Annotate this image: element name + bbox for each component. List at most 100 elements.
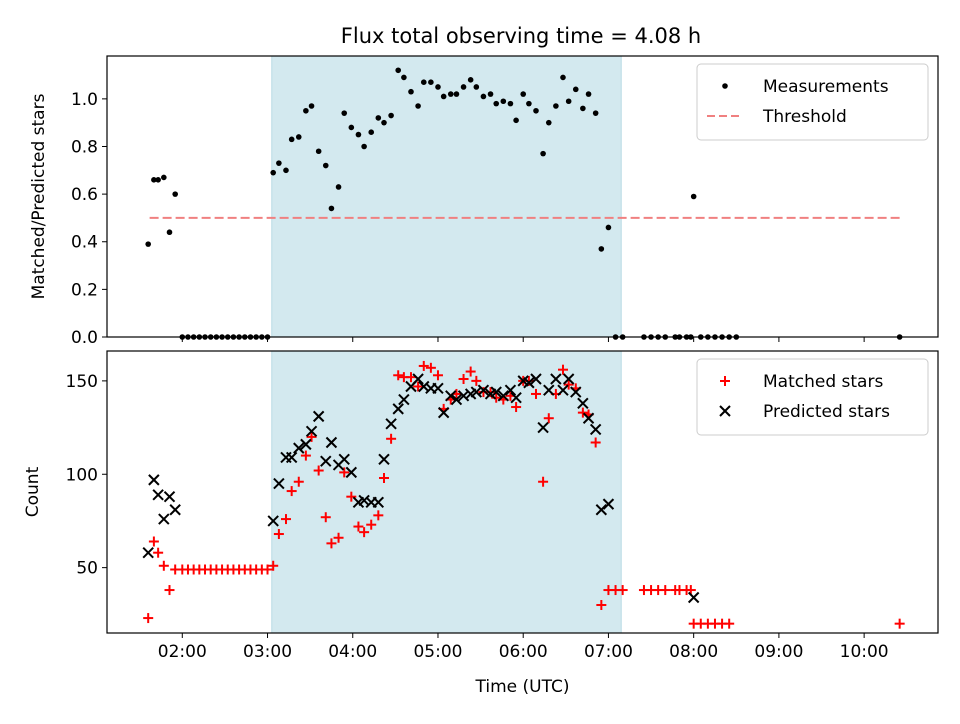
measurement-point: [560, 74, 566, 81]
measurement-point: [155, 177, 161, 183]
matched-star-point: [465, 366, 476, 377]
measurement-point: [288, 136, 295, 143]
predicted-star-point: [267, 515, 279, 527]
y-tick-label: 0.6: [71, 185, 98, 205]
matched-star-point: [386, 433, 397, 444]
measurement-point: [480, 93, 487, 100]
measurement-point: [172, 191, 178, 197]
x-tick-label: 10:00: [840, 642, 889, 662]
legend: Matched stars Predicted stars: [696, 358, 929, 436]
legend-label: Predicted stars: [763, 402, 890, 422]
predicted-star-point: [158, 513, 170, 525]
predicted-star-point: [550, 373, 562, 385]
matched-star-point: [538, 476, 549, 487]
measurement-point: [388, 112, 394, 119]
predicted-star-point: [392, 403, 404, 415]
measurement-point: [580, 105, 586, 112]
matched-star-point: [346, 491, 357, 502]
measurement-point: [513, 117, 519, 124]
predicted-star-point: [445, 390, 457, 402]
measurement-point: [415, 103, 421, 109]
predicted-star-point: [293, 442, 305, 454]
predicted-star-point: [437, 406, 450, 419]
measurement-point: [553, 103, 559, 109]
axes-frame: [106, 350, 939, 634]
measurement-point: [253, 334, 259, 340]
measurement-point: [619, 334, 626, 340]
x-axis-label: Time (UTC): [475, 677, 570, 697]
measurement-point: [473, 84, 480, 90]
measurement-point: [202, 334, 208, 340]
predicted-star-point: [557, 384, 569, 396]
measurement-point: [303, 107, 309, 114]
matched-star-point: [596, 599, 607, 610]
predicted-star-point: [582, 412, 595, 424]
predicted-star-point: [345, 466, 358, 479]
matched-star-point: [339, 467, 350, 478]
predicted-star-point: [470, 386, 483, 398]
measurement-point: [420, 79, 427, 85]
matched-star-point: [262, 564, 273, 575]
y-axis-label: Count: [23, 466, 43, 517]
matched-star-point: [577, 407, 588, 418]
predicted-star-point: [602, 498, 615, 510]
predicted-star-point: [398, 393, 410, 406]
top-panel: 0.0 0.2 0.4 0.6 0.8 1.0 Matched/Predicted star…: [29, 55, 939, 348]
predicted-star-point: [457, 390, 470, 402]
measurement-point: [230, 334, 237, 340]
measurement-point: [341, 110, 348, 116]
matched-star-point: [366, 519, 377, 530]
measurement-point: [315, 148, 322, 155]
matched-star-point: [894, 618, 905, 629]
measurement-point: [161, 174, 167, 181]
measurement-point: [207, 334, 214, 340]
measurement-point: [487, 91, 494, 97]
predicted-star-point: [687, 591, 700, 604]
measurement-point: [592, 110, 599, 116]
measurement-point: [236, 334, 242, 340]
predicted-star-point: [285, 451, 298, 464]
observing-interval-band: [271, 350, 622, 634]
measurement-point: [213, 334, 220, 340]
y-tick-label: 0.8: [71, 137, 98, 157]
predicted-star-point: [490, 386, 502, 398]
measurement-point: [428, 79, 434, 85]
predicted-star-point: [570, 386, 582, 398]
measurement-point: [662, 334, 669, 340]
predicted-star-point: [577, 397, 589, 409]
measurement-point: [572, 86, 579, 93]
x-tick-label: 09:00: [754, 642, 803, 662]
matched-star-point: [143, 613, 154, 624]
measurement-point: [361, 143, 367, 150]
measurement-point: [605, 224, 612, 231]
measurement-point: [690, 193, 697, 200]
measurement-point: [726, 334, 732, 340]
measurement-point: [672, 334, 679, 340]
matched-star-point: [557, 364, 568, 375]
matched-star-point: [373, 510, 384, 521]
measurement-point: [166, 229, 173, 236]
predicted-star-point: [497, 390, 510, 402]
measurement-point: [308, 103, 315, 109]
measurement-point: [295, 134, 302, 140]
measurement-point: [247, 334, 254, 340]
matched-star-point: [320, 512, 331, 523]
measurement-point: [375, 115, 382, 121]
matched-star-point: [333, 532, 344, 543]
measurement-point: [440, 93, 447, 100]
measurement-point: [151, 177, 157, 183]
measurement-point: [381, 119, 387, 126]
matched-star-point: [359, 527, 370, 538]
measurement-point: [259, 334, 265, 340]
measurement-point: [585, 91, 592, 97]
measurement-point: [322, 162, 329, 169]
observing-interval-band: [271, 55, 622, 338]
measurement-point: [328, 205, 335, 212]
measurement-point: [453, 91, 460, 97]
legend-box: [696, 63, 929, 141]
x-tick-label: 05:00: [413, 642, 462, 662]
predicted-star-point: [510, 391, 522, 404]
matched-star-point: [413, 381, 424, 392]
measurement-point: [705, 334, 711, 340]
matched-star-point: [418, 360, 429, 371]
